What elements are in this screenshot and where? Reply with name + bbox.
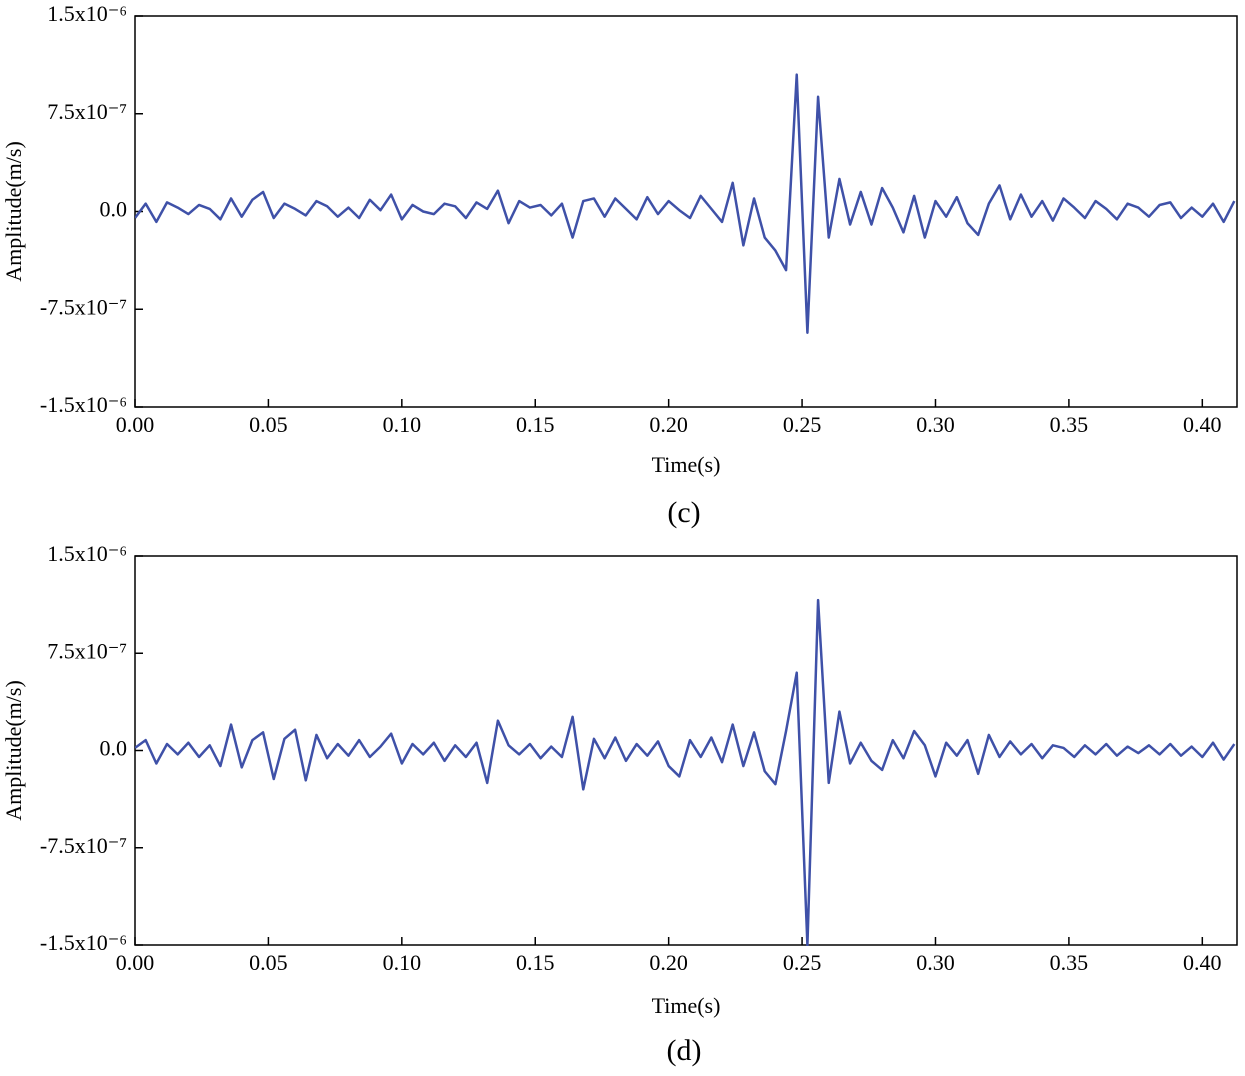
x-tick-label: 0.10 bbox=[383, 412, 422, 437]
y-tick-label: 7.5x10⁻⁷ bbox=[47, 99, 127, 124]
y-tick-label: -7.5x10⁻⁷ bbox=[40, 833, 127, 858]
x-tick-label: 0.30 bbox=[916, 412, 955, 437]
x-tick-label: 0.15 bbox=[516, 412, 555, 437]
x-tick-label: 0.00 bbox=[116, 950, 155, 975]
x-axis-label: Time(s) bbox=[652, 452, 721, 477]
y-tick-label: -1.5x10⁻⁶ bbox=[40, 930, 127, 955]
signal-line bbox=[135, 598, 1236, 946]
y-tick-label: -1.5x10⁻⁶ bbox=[40, 392, 127, 417]
caption: (d) bbox=[667, 1034, 702, 1067]
x-tick-label: 0.30 bbox=[916, 950, 955, 975]
x-tick-label: 0.35 bbox=[1050, 412, 1089, 437]
x-tick-label: 0.25 bbox=[783, 950, 822, 975]
x-tick-label: 0.00 bbox=[116, 412, 155, 437]
y-tick-label: -7.5x10⁻⁷ bbox=[40, 294, 127, 319]
x-tick-label: 0.10 bbox=[383, 950, 422, 975]
x-tick-label: 0.20 bbox=[649, 950, 688, 975]
signal-line bbox=[135, 73, 1236, 334]
y-tick-label: 0.0 bbox=[100, 736, 128, 761]
x-tick-label: 0.05 bbox=[249, 412, 288, 437]
y-tick-label: 0.0 bbox=[100, 197, 128, 222]
y-tick-label: 7.5x10⁻⁷ bbox=[47, 638, 127, 663]
y-tick-label: 1.5x10⁻⁶ bbox=[47, 1, 127, 26]
x-tick-label: 0.40 bbox=[1183, 412, 1222, 437]
x-tick-label: 0.20 bbox=[649, 412, 688, 437]
y-tick-label: 1.5x10⁻⁶ bbox=[47, 541, 127, 566]
x-tick-label: 0.05 bbox=[249, 950, 288, 975]
x-tick-label: 0.35 bbox=[1050, 950, 1089, 975]
x-tick-label: 0.15 bbox=[516, 950, 555, 975]
y-axis-label: Amplitude(m/s) bbox=[1, 680, 26, 821]
x-axis-label: Time(s) bbox=[652, 993, 721, 1018]
caption: (c) bbox=[667, 496, 700, 529]
x-tick-label: 0.40 bbox=[1183, 950, 1222, 975]
x-tick-label: 0.25 bbox=[783, 412, 822, 437]
y-axis-label: Amplitude(m/s) bbox=[1, 141, 26, 282]
